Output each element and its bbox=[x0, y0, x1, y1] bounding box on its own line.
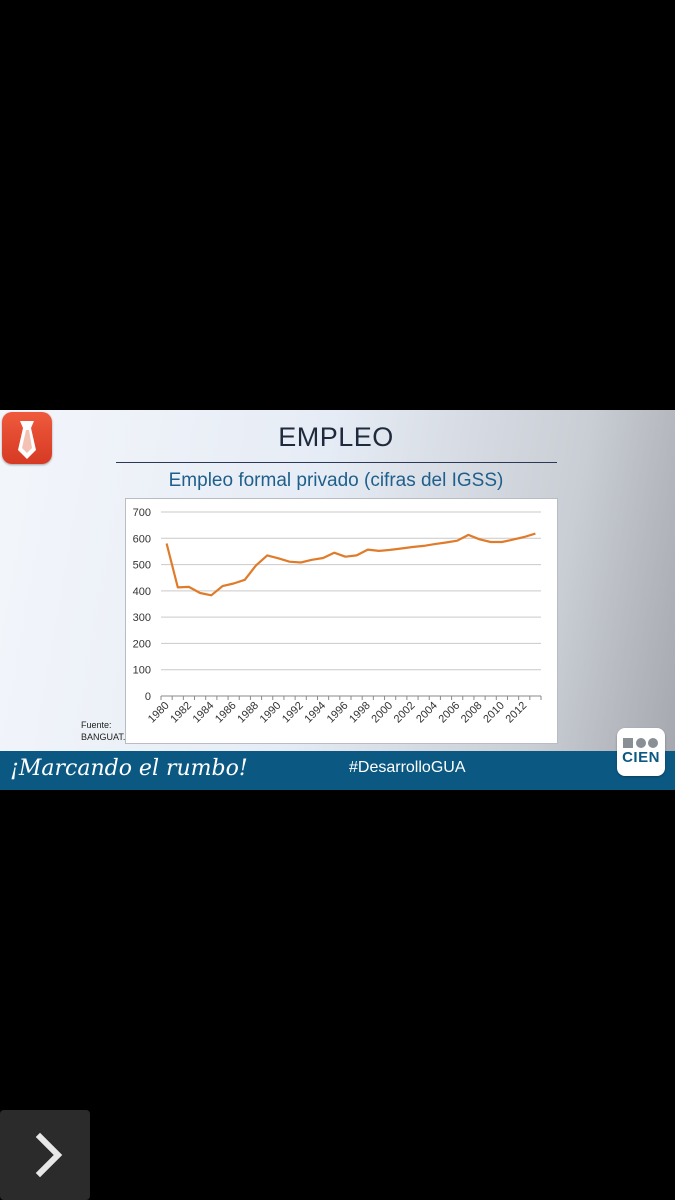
x-tick-label: 1996 bbox=[325, 700, 351, 726]
x-tick-label: 1990 bbox=[258, 700, 284, 726]
slide-title: EMPLEO bbox=[278, 422, 394, 452]
series-line bbox=[165, 532, 536, 597]
chevron-right-icon bbox=[35, 1132, 63, 1178]
x-tick-label: 2012 bbox=[504, 700, 530, 726]
y-tick-label: 400 bbox=[133, 586, 151, 598]
x-tick-label: 2010 bbox=[481, 700, 507, 726]
line-chart: 0100200300400500600700198019821984198619… bbox=[133, 507, 542, 726]
chart-container: 0 100 200 300 400 500 600 700 1980 1982 1984 1986 19… bbox=[125, 498, 558, 744]
source-name: BANGUAT. bbox=[81, 732, 126, 742]
x-tick-label: 1980 bbox=[146, 700, 172, 726]
x-tick-label: 1982 bbox=[168, 700, 194, 726]
y-tick-label: 600 bbox=[133, 533, 151, 545]
source-note: Fuente: BANGUAT. bbox=[81, 719, 125, 743]
title-divider bbox=[116, 462, 557, 463]
slogan: ¡Marcando el rumbo! bbox=[10, 756, 248, 781]
tie-logo bbox=[2, 412, 52, 464]
x-tick-label: 2008 bbox=[459, 700, 485, 726]
x-tick-label: 1994 bbox=[302, 700, 328, 726]
next-button[interactable] bbox=[0, 1110, 90, 1200]
x-tick-label: 1998 bbox=[347, 700, 373, 726]
x-tick-label: 2002 bbox=[392, 700, 418, 726]
chart-title: Empleo formal privado (cifras del IGSS) bbox=[168, 470, 504, 491]
x-tick-label: 2004 bbox=[414, 700, 440, 726]
y-tick-label: 100 bbox=[133, 665, 151, 677]
hashtag: #DesarrolloGUA bbox=[349, 759, 466, 776]
x-tick-label: 2006 bbox=[436, 700, 462, 726]
slide: EMPLEO Empleo formal privado (cifras del… bbox=[0, 410, 675, 790]
x-tick-label: 1992 bbox=[280, 700, 306, 726]
cien-logo: CIEN bbox=[617, 728, 665, 776]
y-tick-label: 300 bbox=[133, 612, 151, 624]
tie-icon bbox=[18, 421, 36, 459]
x-tick-label: 1984 bbox=[191, 700, 217, 726]
y-tick-label: 200 bbox=[133, 638, 151, 650]
y-tick-label: 700 bbox=[133, 507, 151, 519]
x-tick-label: 1988 bbox=[235, 700, 261, 726]
y-tick-label: 500 bbox=[133, 560, 151, 572]
x-tick-label: 1986 bbox=[213, 700, 239, 726]
logo-text: CIEN bbox=[622, 749, 660, 766]
logo-dots-icon bbox=[623, 738, 658, 748]
y-tick-label: 0 bbox=[145, 691, 151, 703]
x-tick-label: 2000 bbox=[369, 700, 395, 726]
source-label: Fuente: bbox=[81, 720, 112, 730]
footer-banner: ¡Marcando el rumbo! #DesarrolloGUA bbox=[0, 751, 675, 790]
